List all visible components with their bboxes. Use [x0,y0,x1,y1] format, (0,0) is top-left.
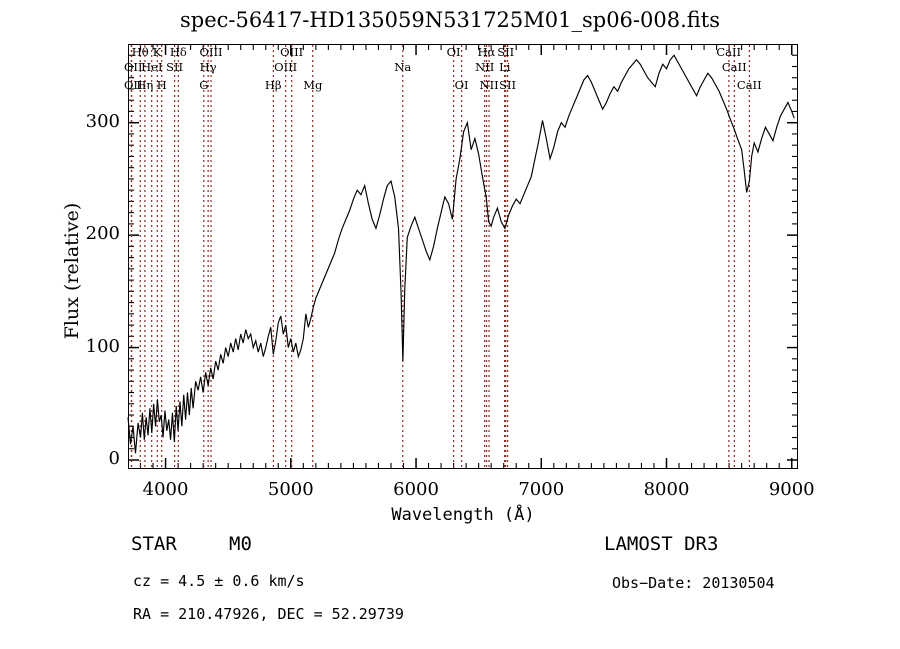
line-marker-label: Hη [136,78,154,92]
line-marker-label: Hα [477,45,496,59]
line-marker-label: NII [475,60,495,74]
line-marker-label: Hβ [264,78,282,92]
line-marker-label: H [156,78,167,92]
x-axis-title: Wavelength (Å) [391,505,535,525]
line-marker-label: Hγ [199,60,217,74]
x-tick-label: 6000 [393,479,439,500]
y-tick-label: 0 [108,448,120,469]
line-marker-label: OIII [280,45,304,59]
line-marker-label: CaII [721,60,747,74]
x-tick-label: 8000 [643,479,690,500]
line-marker-label: OI [446,45,461,59]
line-marker-label: OII [124,78,143,92]
line-marker-label: Li [499,60,511,74]
survey-label: LAMOST DR3 [604,533,719,555]
line-marker-label: CaII [736,78,762,92]
line-marker-label: G [199,78,209,92]
spectral-class-label: M0 [229,533,252,555]
line-marker-label: OII [124,60,143,74]
spectrum-trace [127,54,795,454]
obs-date-label: Obs−Date: 20130504 [612,574,775,592]
plot-frame [128,44,798,469]
coords-label: RA = 210.47926, DEC = 52.29739 [133,605,404,623]
line-marker-label: OI [454,78,469,92]
line-marker-label: NII [479,78,499,92]
x-tick-label: 5000 [267,479,314,500]
object-type-label: STAR [131,533,177,555]
axis-ticks [128,44,798,469]
x-tick-label: 9000 [768,479,815,500]
y-axis-title-wrap: Flux (relative) [54,100,94,400]
line-marker-label: SII [166,60,184,74]
line-marker-label: OIII [274,60,298,74]
line-marker-label: CaII [716,45,742,59]
line-marker-label: SII [497,45,515,59]
line-marker-group [130,45,751,468]
line-marker-label: Hδ [169,45,187,59]
line-marker-label: Mg [303,78,323,92]
y-tick-label: 200 [85,223,120,245]
line-marker-label: HeI [141,60,163,74]
cz-label: cz = 4.5 ± 0.6 km/s [133,572,305,590]
line-marker-label: Hθ [131,45,149,59]
page-title: spec-56417-HD135059N531725M01_sp06-008.f… [179,8,720,32]
line-marker-label: SII [499,78,517,92]
line-marker-label: Na [394,60,412,74]
y-tick-label: 300 [85,110,120,132]
x-tick-label: 7000 [518,479,565,500]
line-marker-label: OIII [199,45,223,59]
x-tick-label: 4000 [142,479,189,500]
line-marker-label: K [152,45,162,59]
y-tick-label: 100 [85,335,120,357]
y-axis-title: Flux (relative) [61,202,83,340]
